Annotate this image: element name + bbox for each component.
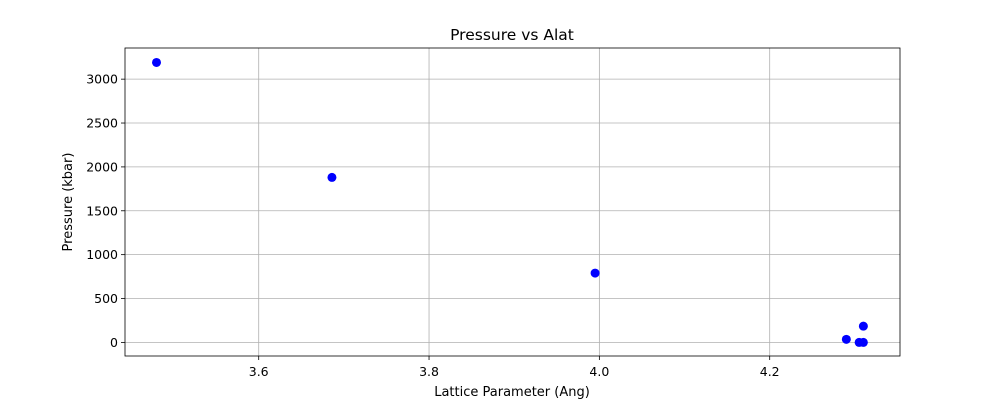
x-tick-label: 3.8 xyxy=(419,364,439,379)
y-tick-label: 500 xyxy=(94,291,118,306)
plot-frame xyxy=(124,47,901,357)
y-tick-label: 0 xyxy=(110,335,118,350)
axes xyxy=(121,47,901,360)
data-point xyxy=(590,268,600,278)
x-tick-label: 4.2 xyxy=(760,364,780,379)
data-point xyxy=(858,321,868,331)
data-point xyxy=(858,337,868,347)
data-points xyxy=(152,57,868,347)
grid-lines xyxy=(125,48,900,356)
data-point xyxy=(152,57,162,67)
y-tick-label: 2000 xyxy=(86,159,118,174)
tick-labels: 3.6 3.8 4.0 4.2 0 500 1000 1500 2000 2500 3000 xyxy=(86,72,779,379)
x-tick-label: 3.6 xyxy=(249,364,269,379)
y-tick-label: 1000 xyxy=(86,247,118,262)
data-point xyxy=(327,172,337,182)
y-tick-label: 2500 xyxy=(86,116,118,131)
x-tick-label: 4.0 xyxy=(589,364,609,379)
y-axis-label: Pressure (kbar) xyxy=(61,153,76,252)
x-axis-label: Lattice Parameter (Ang) xyxy=(434,385,590,400)
data-point xyxy=(841,334,851,344)
y-tick-label: 3000 xyxy=(86,72,118,87)
y-tick-label: 1500 xyxy=(86,203,118,218)
chart-title: Pressure vs Alat xyxy=(450,26,574,44)
